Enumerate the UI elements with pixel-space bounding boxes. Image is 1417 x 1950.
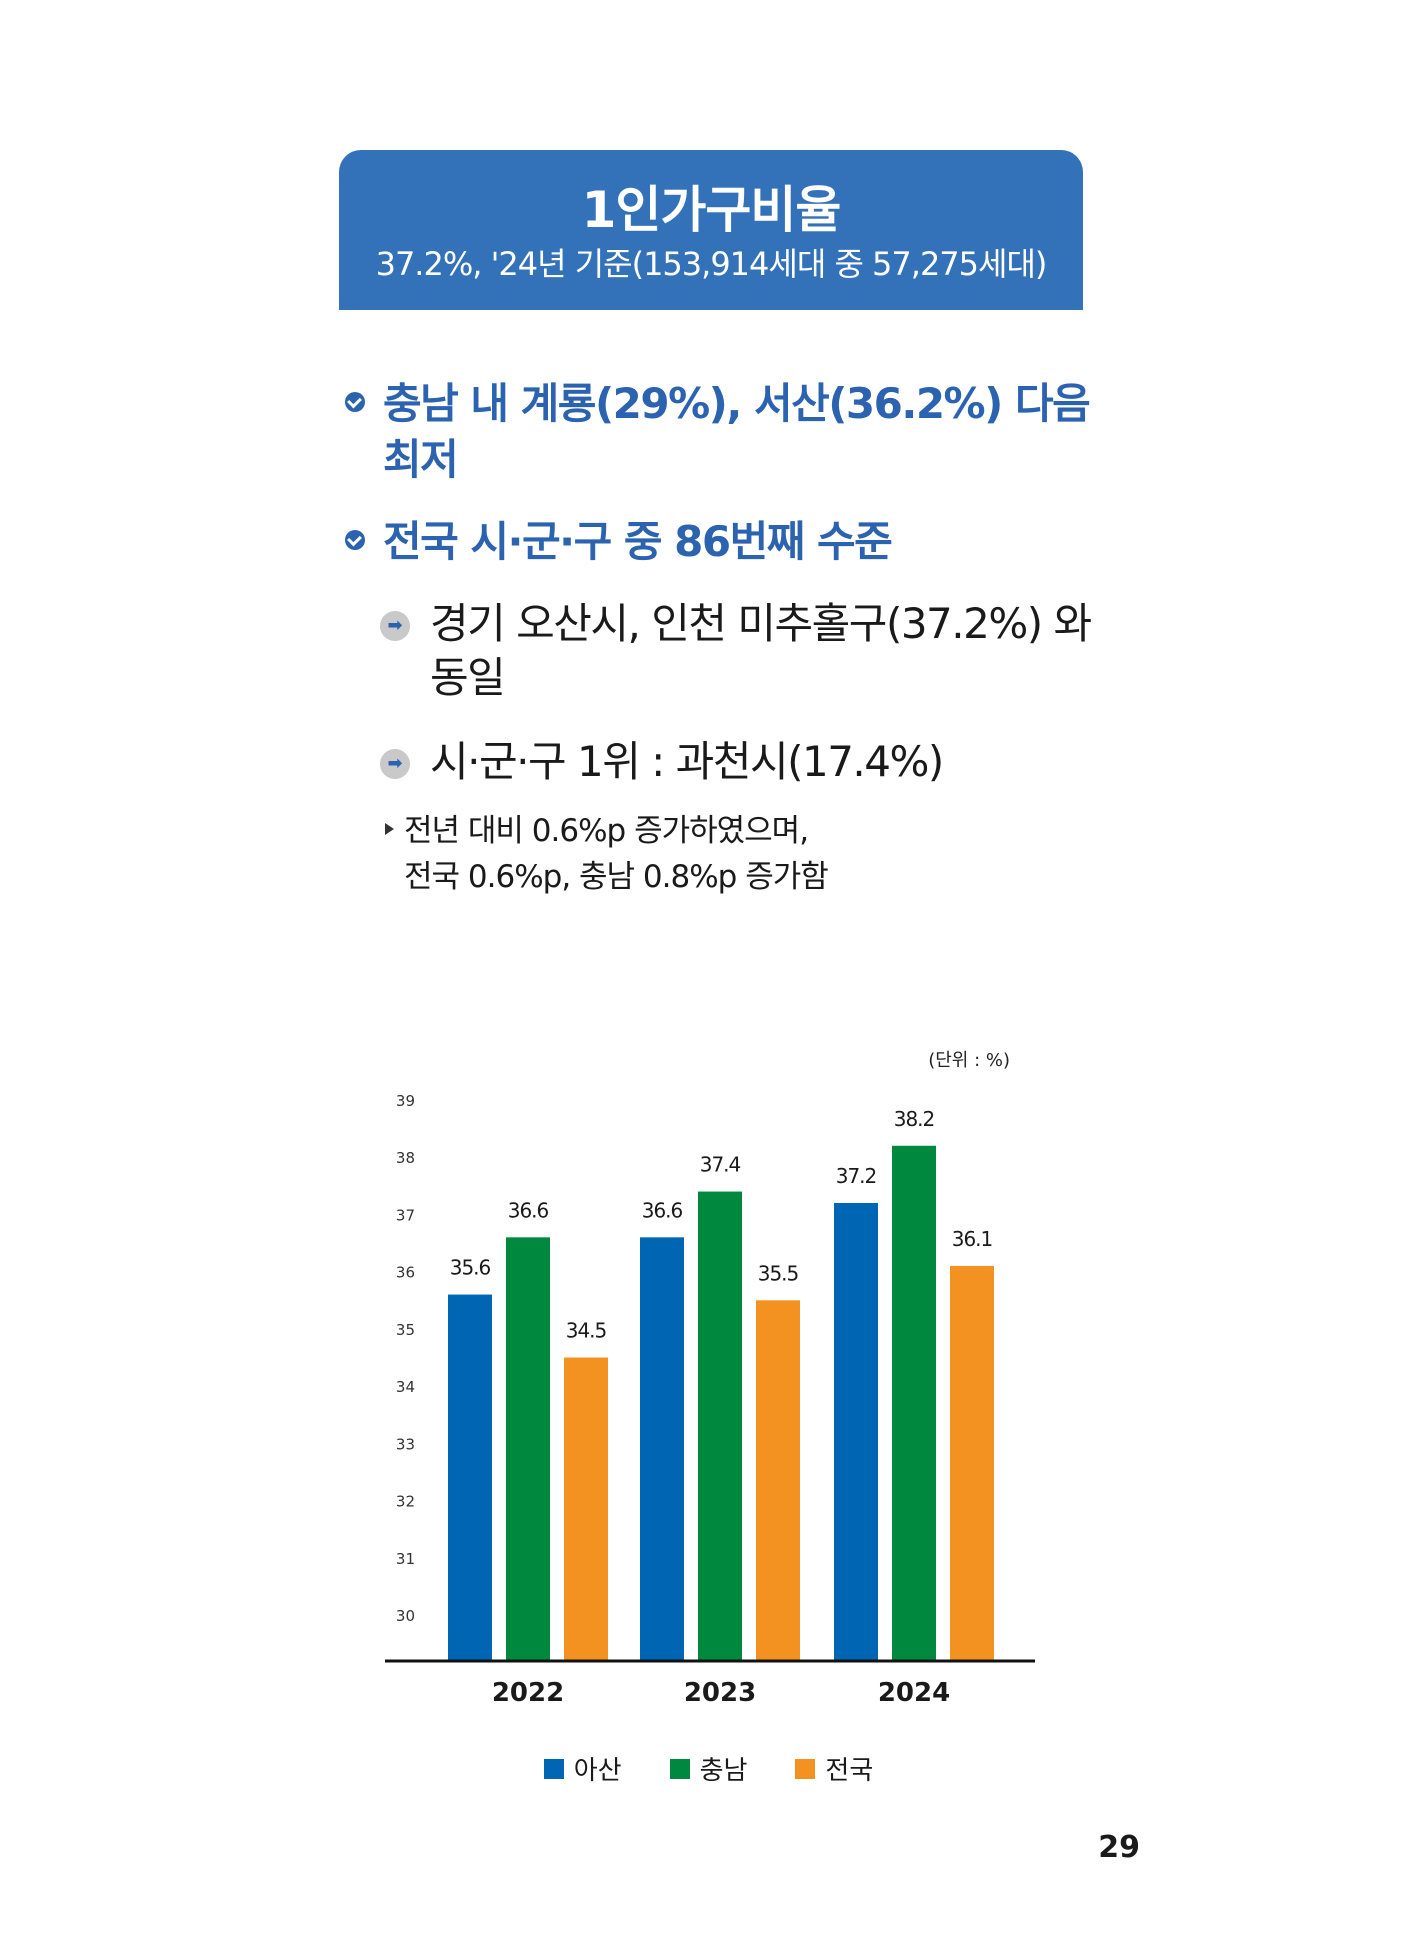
bar bbox=[892, 1145, 936, 1660]
bar bbox=[834, 1203, 878, 1660]
data-label: 38.2 bbox=[894, 1107, 935, 1131]
bullet-item: 충남 내 계룡(29%), 서산(36.2%) 다음 최저 bbox=[345, 376, 1123, 488]
y-tick-label: 35 bbox=[396, 1321, 415, 1339]
arrow-right-icon: ➡ bbox=[380, 611, 410, 641]
note: 전년 대비 0.6%p 증가하였으며, 전국 0.6%p, 충남 0.8%p 증… bbox=[385, 808, 1004, 900]
page-subtitle: 37.2%, '24년 기준(153,914세대 중 57,275세대) bbox=[375, 245, 1048, 283]
bar bbox=[640, 1237, 684, 1660]
y-tick-label: 34 bbox=[396, 1378, 415, 1396]
y-tick-label: 39 bbox=[396, 1092, 415, 1110]
data-label: 36.1 bbox=[952, 1227, 993, 1251]
legend-item-national: 전국 bbox=[795, 1750, 873, 1787]
data-label: 37.2 bbox=[836, 1164, 877, 1188]
data-label: 36.6 bbox=[642, 1198, 683, 1222]
x-tick-label: 2022 bbox=[492, 1678, 564, 1708]
triangle-bullet-icon bbox=[385, 823, 394, 835]
y-tick-label: 36 bbox=[396, 1264, 415, 1282]
x-tick-label: 2024 bbox=[878, 1678, 950, 1708]
sub-item: ➡ 경기 오산시, 인천 미추홀구(37.2%) 와 동일 bbox=[380, 597, 1110, 705]
legend-swatch bbox=[543, 1758, 564, 1779]
data-label: 35.5 bbox=[758, 1261, 799, 1285]
y-tick-label: 30 bbox=[396, 1607, 415, 1625]
page-number: 29 bbox=[1098, 1830, 1140, 1865]
bar bbox=[756, 1300, 800, 1660]
bar bbox=[506, 1237, 550, 1660]
legend-label: 전국 bbox=[825, 1756, 874, 1786]
y-tick-label: 33 bbox=[396, 1435, 415, 1453]
bar bbox=[698, 1191, 742, 1660]
bar bbox=[448, 1294, 492, 1660]
legend-item-asan: 아산 bbox=[543, 1750, 622, 1787]
bullet-item: 전국 시·군·구 중 86번째 수준 bbox=[345, 514, 1123, 570]
sub-item-text: 경기 오산시, 인천 미추홀구(37.2%) 와 동일 bbox=[430, 599, 1092, 702]
unit-label: (단위 : %) bbox=[928, 1050, 1010, 1071]
sub-item: ➡ 시·군·구 1위 : 과천시(17.4%) bbox=[380, 735, 1110, 789]
y-tick-label: 32 bbox=[396, 1493, 415, 1511]
check-circle-icon bbox=[345, 392, 365, 412]
note-line-1: 전년 대비 0.6%p 증가하였으며, bbox=[404, 813, 809, 849]
legend-swatch bbox=[795, 1758, 816, 1779]
x-tick-label: 2023 bbox=[684, 1678, 756, 1708]
check-circle-icon bbox=[345, 530, 365, 550]
title-banner: 1인가구비율 37.2%, '24년 기준(153,914세대 중 57,275… bbox=[339, 150, 1083, 310]
bullet-text: 충남 내 계룡(29%), 서산(36.2%) 다음 최저 bbox=[383, 379, 1091, 484]
data-label: 35.6 bbox=[450, 1256, 491, 1280]
note-text: 전년 대비 0.6%p 증가하였으며, 전국 0.6%p, 충남 0.8%p 증… bbox=[404, 808, 1004, 900]
y-tick-label: 37 bbox=[396, 1206, 415, 1224]
y-tick-label: 38 bbox=[396, 1149, 415, 1167]
legend-label: 아산 bbox=[573, 1756, 622, 1786]
chart-legend: 아산 충남 전국 bbox=[0, 1750, 1417, 1787]
legend-item-chungnam: 충남 bbox=[669, 1750, 748, 1787]
arrow-right-icon: ➡ bbox=[380, 749, 410, 779]
data-label: 37.4 bbox=[700, 1153, 741, 1177]
bullet-text: 전국 시·군·구 중 86번째 수준 bbox=[383, 517, 893, 566]
data-label: 34.5 bbox=[566, 1319, 607, 1343]
sub-item-text: 시·군·구 1위 : 과천시(17.4%) bbox=[430, 737, 944, 786]
bar bbox=[950, 1265, 994, 1660]
page-title: 1인가구비율 bbox=[581, 181, 842, 239]
bar bbox=[564, 1357, 608, 1660]
note-line-2: 전국 0.6%p, 충남 0.8%p 증가함 bbox=[404, 859, 829, 895]
legend-label: 충남 bbox=[699, 1756, 748, 1786]
y-tick-label: 31 bbox=[396, 1550, 415, 1568]
legend-swatch bbox=[669, 1758, 690, 1779]
data-label: 36.6 bbox=[508, 1198, 549, 1222]
